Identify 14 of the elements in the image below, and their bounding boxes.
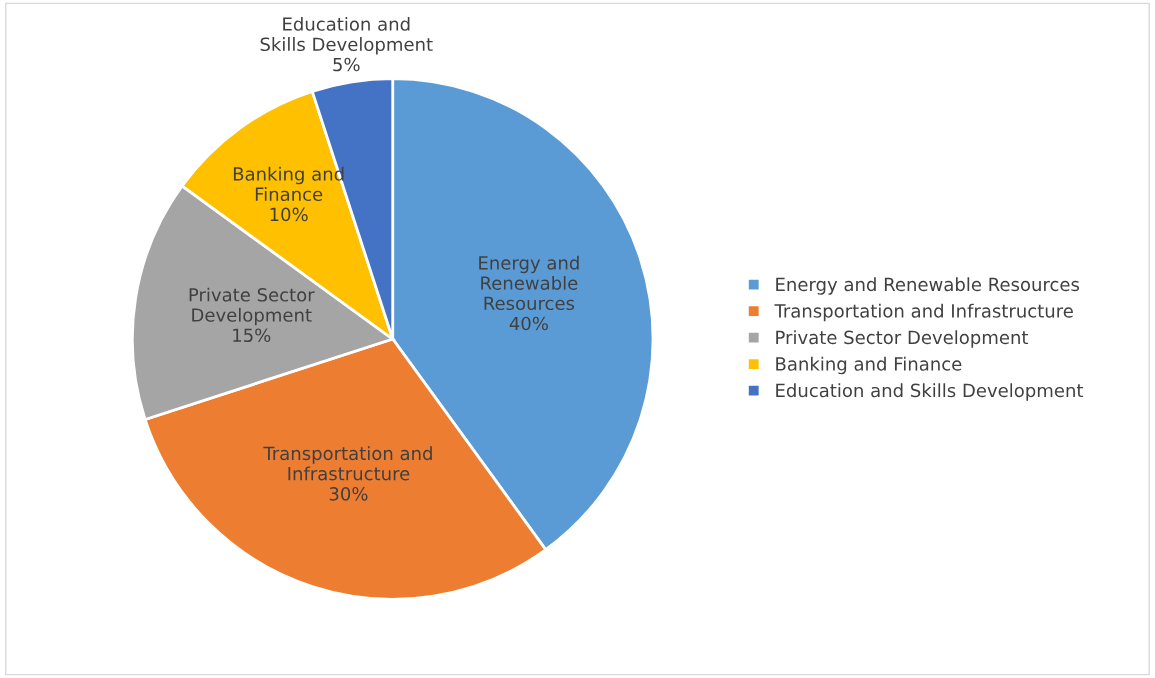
legend-label: Private Sector Development — [776, 330, 1029, 348]
data-label: 10% — [270, 207, 308, 222]
data-label: 40% — [509, 316, 548, 331]
data-label: 15% — [233, 328, 271, 343]
slice-label: Private Sector Development — [189, 287, 315, 326]
legend-label: Transportation and Infrastructure — [774, 303, 1073, 322]
data-label: 5% — [333, 57, 360, 72]
slice-label: Transportation and Infrastructure — [263, 446, 432, 481]
legend-label: Energy and Renewable Resources — [776, 277, 1080, 295]
slice-label: Energy and Renewable Resources — [479, 255, 579, 311]
slice-label: Education and Skills Development — [260, 16, 433, 55]
legend-label: Banking and Finance — [776, 356, 962, 375]
legend-label: Education and Skills Development — [776, 383, 1084, 401]
data-label: 30% — [329, 486, 368, 501]
